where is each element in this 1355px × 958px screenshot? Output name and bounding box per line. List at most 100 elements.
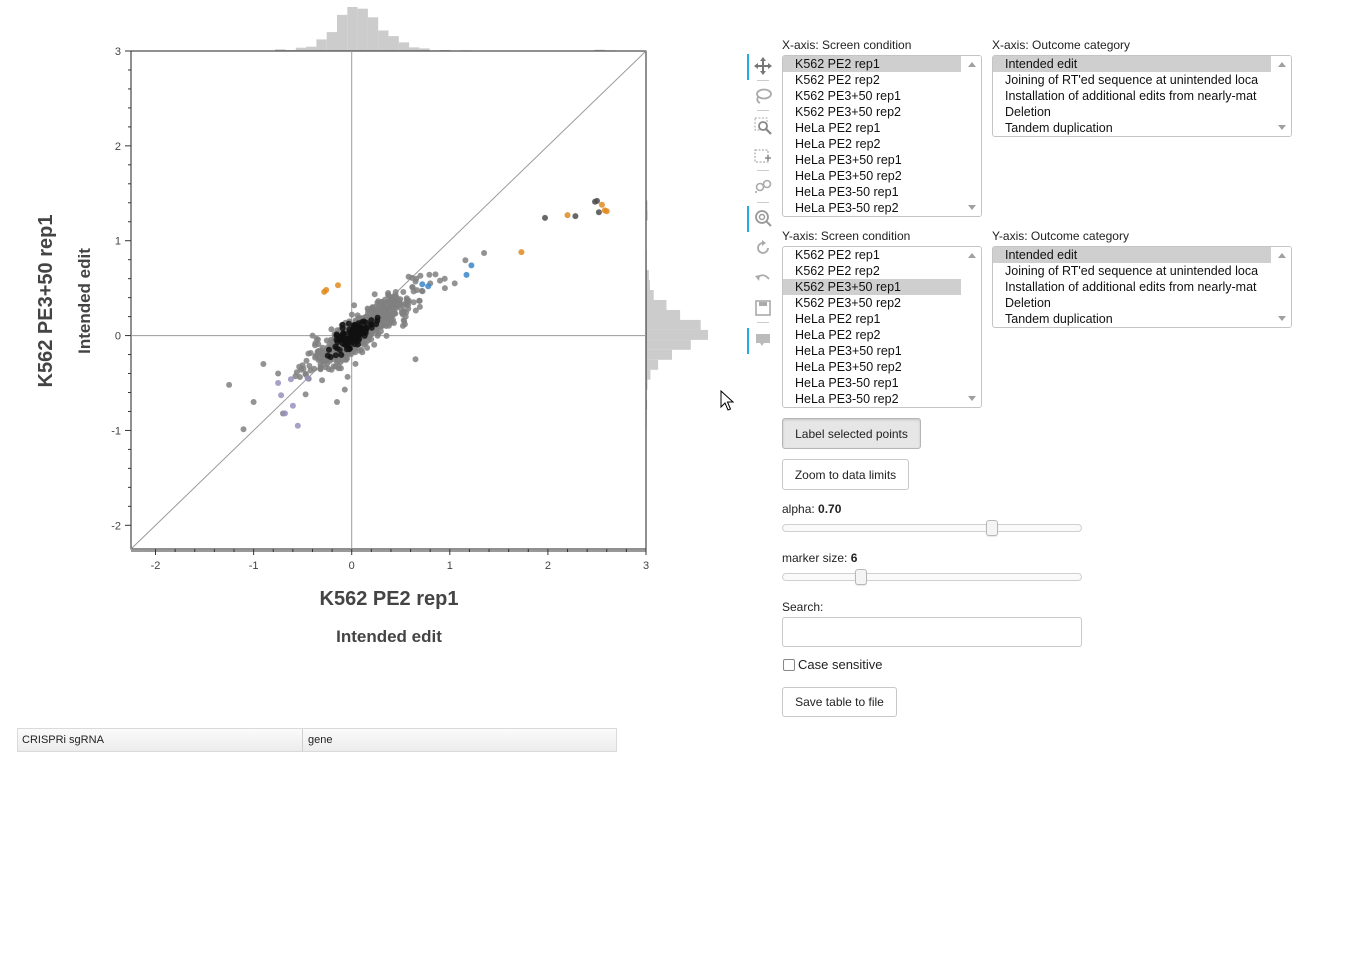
data-point[interactable] bbox=[392, 292, 399, 299]
data-point[interactable] bbox=[349, 339, 355, 346]
data-point[interactable] bbox=[305, 350, 312, 357]
data-point[interactable] bbox=[315, 357, 322, 363]
data-point-purple[interactable] bbox=[282, 410, 288, 417]
data-point[interactable] bbox=[337, 365, 344, 372]
data-point[interactable] bbox=[334, 399, 340, 405]
data-point[interactable] bbox=[348, 351, 354, 358]
data-point[interactable] bbox=[318, 363, 325, 370]
data-point-dark[interactable] bbox=[594, 197, 600, 204]
select-option[interactable]: Installation of additional edits from ne… bbox=[1005, 89, 1257, 103]
data-point[interactable] bbox=[401, 308, 408, 315]
data-point[interactable] bbox=[374, 314, 381, 321]
data-point[interactable] bbox=[356, 335, 363, 342]
select-option[interactable]: Deletion bbox=[1005, 105, 1051, 119]
data-point[interactable] bbox=[315, 341, 322, 348]
select-option[interactable]: K562 PE3+50 rep2 bbox=[795, 296, 901, 310]
data-point-blue[interactable] bbox=[468, 262, 475, 269]
select-option[interactable]: K562 PE3+50 rep1 bbox=[795, 89, 901, 103]
select-option[interactable]: K562 PE3+50 rep2 bbox=[795, 105, 901, 119]
data-point[interactable] bbox=[328, 366, 335, 373]
select-option[interactable]: Joining of RT'ed sequence at unintended … bbox=[1005, 264, 1259, 278]
data-point[interactable] bbox=[306, 362, 313, 369]
data-point-purple[interactable] bbox=[294, 422, 301, 429]
data-point[interactable] bbox=[400, 302, 406, 309]
data-point[interactable] bbox=[319, 377, 326, 384]
y-condition-select[interactable]: K562 PE2 rep1 K562 PE2 rep2 K562 PE3+50 re… bbox=[782, 246, 982, 408]
data-point[interactable] bbox=[378, 322, 385, 329]
data-point[interactable] bbox=[371, 341, 378, 348]
y-outcome-select[interactable]: Intended edit Joining of RT'ed sequence a… bbox=[992, 246, 1292, 328]
scrollbar[interactable] bbox=[964, 56, 981, 216]
select-option[interactable]: Installation of additional edits from ne… bbox=[1005, 280, 1257, 294]
data-point[interactable] bbox=[462, 257, 469, 264]
data-point[interactable] bbox=[323, 337, 330, 344]
data-point[interactable] bbox=[311, 365, 318, 372]
hover-icon[interactable] bbox=[747, 328, 775, 354]
data-point[interactable] bbox=[292, 373, 299, 380]
data-point[interactable] bbox=[351, 332, 358, 339]
data-point[interactable] bbox=[362, 324, 369, 331]
data-point[interactable] bbox=[400, 289, 407, 295]
data-point[interactable] bbox=[328, 326, 335, 333]
data-point[interactable] bbox=[409, 284, 416, 291]
data-point[interactable] bbox=[324, 352, 331, 359]
data-point[interactable] bbox=[326, 346, 332, 353]
scrollbar[interactable] bbox=[1274, 247, 1291, 327]
data-point-purple[interactable] bbox=[275, 380, 282, 386]
scrollbar[interactable] bbox=[964, 247, 981, 407]
data-point[interactable] bbox=[412, 356, 419, 363]
data-point[interactable] bbox=[373, 321, 380, 328]
data-point[interactable] bbox=[346, 334, 353, 341]
undo-icon[interactable] bbox=[751, 266, 775, 290]
save-table-button[interactable]: Save table to file bbox=[782, 687, 897, 717]
select-option[interactable]: HeLa PE3-50 rep2 bbox=[795, 201, 899, 215]
data-point[interactable] bbox=[363, 319, 369, 326]
data-point-orange[interactable] bbox=[518, 249, 525, 256]
data-point[interactable] bbox=[296, 374, 303, 380]
select-option[interactable]: K562 PE2 rep1 bbox=[795, 248, 880, 262]
marker-size-slider-handle[interactable] bbox=[854, 569, 867, 585]
alpha-slider-track[interactable] bbox=[782, 524, 1082, 532]
data-point-orange[interactable] bbox=[603, 208, 610, 215]
data-point[interactable] bbox=[383, 306, 390, 313]
data-point[interactable] bbox=[352, 327, 358, 334]
data-point[interactable] bbox=[416, 303, 423, 310]
data-point[interactable] bbox=[302, 391, 309, 398]
select-option[interactable]: HeLa PE2 rep1 bbox=[795, 312, 881, 326]
data-point[interactable] bbox=[345, 320, 352, 327]
data-point[interactable] bbox=[309, 332, 316, 339]
column-header-sgrna[interactable]: CRISPRi sgRNA bbox=[22, 734, 104, 746]
select-option[interactable]: Joining of RT'ed sequence at unintended … bbox=[1005, 73, 1259, 87]
select-option[interactable]: HeLa PE2 rep2 bbox=[795, 328, 881, 342]
data-point[interactable] bbox=[432, 271, 439, 278]
select-option[interactable]: HeLa PE3+50 rep1 bbox=[795, 153, 902, 167]
data-point[interactable] bbox=[333, 332, 340, 339]
select-option[interactable]: HeLa PE2 rep1 bbox=[795, 121, 881, 135]
data-point[interactable] bbox=[374, 332, 381, 339]
data-point[interactable] bbox=[313, 335, 320, 342]
data-point-purple[interactable] bbox=[289, 402, 296, 409]
data-point-dark[interactable] bbox=[572, 213, 579, 220]
data-point[interactable] bbox=[332, 352, 339, 359]
data-point[interactable] bbox=[383, 332, 390, 339]
alpha-slider-handle[interactable] bbox=[986, 520, 998, 536]
data-point[interactable] bbox=[441, 285, 448, 292]
data-point[interactable] bbox=[315, 350, 322, 357]
data-point[interactable] bbox=[332, 343, 339, 350]
column-separator[interactable] bbox=[302, 729, 303, 751]
search-input[interactable] bbox=[782, 617, 1082, 647]
box-select-icon[interactable] bbox=[751, 144, 775, 168]
data-point[interactable] bbox=[226, 381, 233, 388]
data-point[interactable] bbox=[416, 297, 423, 304]
data-point[interactable] bbox=[341, 386, 348, 393]
data-point-purple[interactable] bbox=[287, 376, 294, 383]
data-point[interactable] bbox=[375, 298, 382, 305]
case-sensitive-checkbox[interactable] bbox=[783, 659, 795, 671]
data-point[interactable] bbox=[390, 316, 396, 323]
crosshair-icon[interactable] bbox=[751, 174, 775, 198]
data-point[interactable] bbox=[403, 295, 410, 302]
data-point-dark[interactable] bbox=[595, 209, 602, 216]
select-option[interactable]: HeLa PE3-50 rep1 bbox=[795, 376, 899, 390]
data-point[interactable] bbox=[391, 310, 398, 317]
pan-icon[interactable] bbox=[747, 54, 775, 80]
